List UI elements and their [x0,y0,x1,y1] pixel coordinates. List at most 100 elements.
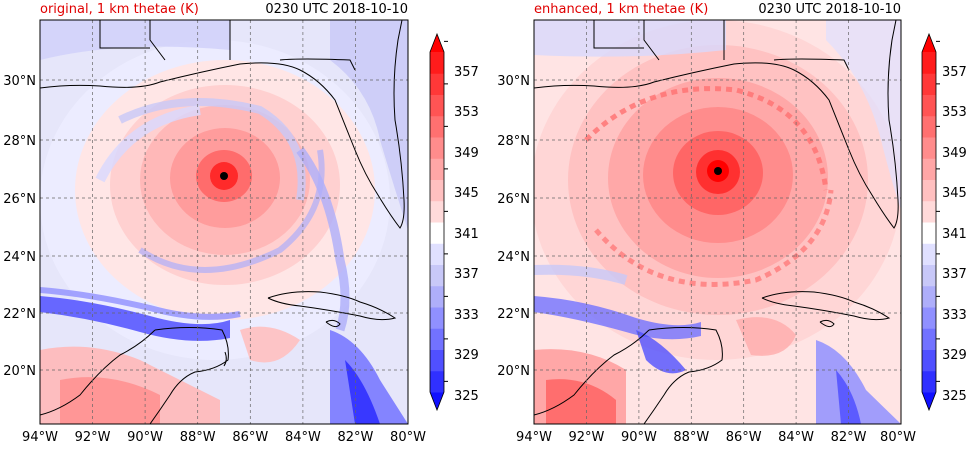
map-frame [533,19,902,425]
lon-tick: 80°W [390,430,426,445]
lat-tick: 22°N [3,307,36,322]
colorbar-extend-low [922,392,936,410]
storm-center-marker [714,167,722,175]
panel-enhanced: enhanced, 1 km thetae (K) 0230 UTC 2018-… [486,0,972,449]
colorbar-segment [922,200,936,223]
colorbar-segment [922,115,936,138]
lon-tick: 90°W [621,430,657,445]
colorbar-tick: 345 [454,186,479,201]
colorbar-segment [922,370,936,393]
colorbar-segment [922,222,936,244]
colorbar-tick: 329 [942,348,967,363]
colorbar-segment [430,243,444,265]
colorbar-segment [922,158,936,180]
colorbar-segment [430,158,444,180]
map-frame [39,19,409,425]
map-timestamp-original: 0230 UTC 2018-10-10 [265,2,408,17]
lon-tick: 94°W [22,430,58,445]
colorbar-tick: 337 [942,267,967,282]
colorbar-segment [430,200,444,223]
colorbar-segment [922,349,936,372]
lon-tick: 84°W [778,430,814,445]
lon-tick: 92°W [75,430,111,445]
graticule [534,20,901,424]
colorbar-segment [430,179,444,202]
colorbar-extend-high [430,34,444,52]
lat-tick: 20°N [497,364,530,379]
lat-tick: 30°N [497,74,530,89]
colorbar-tick: 349 [942,146,967,161]
colorbar-tick: 353 [454,105,479,120]
colorbar-tick: 329 [454,348,479,363]
map-enhanced: 94°W 92°W 90°W 88°W 86°W 84°W 82°W 80°W … [497,19,967,445]
colorbar-segment [922,73,936,95]
lon-tick: 86°W [726,430,762,445]
colorbar-segment [922,52,936,74]
colorbar-segment [430,115,444,138]
lon-tick: 82°W [831,430,867,445]
colorbar-segment [430,370,444,393]
colorbar-tick: 325 [942,389,967,404]
panel-original: original, 1 km thetae (K) 0230 UTC 2018-… [3,2,479,445]
lat-tick: 24°N [497,250,530,265]
colorbar-extend-high [922,34,936,52]
colorbar-segment [922,285,936,308]
lon-tick: 84°W [285,430,321,445]
colorbar-segment [922,137,936,159]
map-timestamp-enhanced: 0230 UTC 2018-10-10 [758,2,901,17]
lat-tick: 28°N [497,134,530,149]
map-original: 94°W 92°W 90°W 88°W 86°W 84°W 82°W 80°W … [3,19,479,445]
lon-tick: 88°W [180,430,216,445]
colorbar-segment [430,285,444,308]
colorbar-tick: 353 [942,105,967,120]
colorbar-tick: 341 [942,227,967,242]
lon-tick: 88°W [673,430,709,445]
lat-tick: 20°N [3,364,36,379]
lon-tick: 80°W [880,430,916,445]
colorbar-outline [921,32,937,412]
lon-tick: 86°W [232,430,268,445]
colorbar-segment [922,179,936,202]
lon-tick: 90°W [127,430,163,445]
colorbar-segment [922,307,936,329]
colorbar-segment [430,307,444,329]
colorbar-enhanced [921,32,940,412]
colorbar-segment [430,349,444,372]
colorbar-tick: 333 [454,308,479,323]
graticule [40,20,408,424]
colorbar-segment [430,94,444,117]
colorbar-segment [430,264,444,287]
lat-tick: 28°N [3,134,36,149]
colorbar-segment [922,264,936,287]
colorbar-tick: 325 [454,389,479,404]
colorbar-segment [430,52,444,74]
colorbar-tick: 337 [454,267,479,282]
colorbar-segment [430,73,444,95]
lon-tick: 94°W [516,430,552,445]
storm-center-marker [220,172,228,180]
lon-tick: 82°W [337,430,373,445]
colorbar-segment [430,137,444,159]
colorbar-tick: 349 [454,146,479,161]
colorbar-segment [430,222,444,244]
lat-tick: 26°N [3,192,36,207]
map-title-original: original, 1 km thetae (K) [40,2,199,17]
lat-tick: 24°N [3,250,36,265]
lat-tick: 30°N [3,74,36,89]
colorbar-extend-low [430,392,444,410]
colorbar-segment [922,328,936,350]
lat-tick: 22°N [497,307,530,322]
colorbar-tick: 333 [942,308,967,323]
colorbar-tick: 357 [942,65,967,80]
colorbar-segment [922,94,936,117]
colorbar-segment [922,243,936,265]
colorbar-original [429,32,448,412]
colorbar-tick: 357 [454,65,479,80]
colorbar-segment [430,328,444,350]
lon-tick: 92°W [568,430,604,445]
colorbar-tick: 341 [454,227,479,242]
map-title-enhanced: enhanced, 1 km thetae (K) [534,2,709,17]
colorbar-tick: 345 [942,186,967,201]
colorbar-outline [429,32,445,412]
lat-tick: 26°N [497,192,530,207]
